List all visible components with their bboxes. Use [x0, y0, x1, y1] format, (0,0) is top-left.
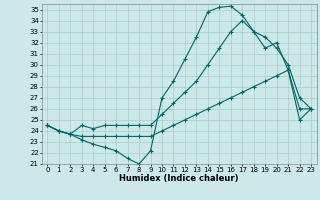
X-axis label: Humidex (Indice chaleur): Humidex (Indice chaleur)	[119, 174, 239, 183]
